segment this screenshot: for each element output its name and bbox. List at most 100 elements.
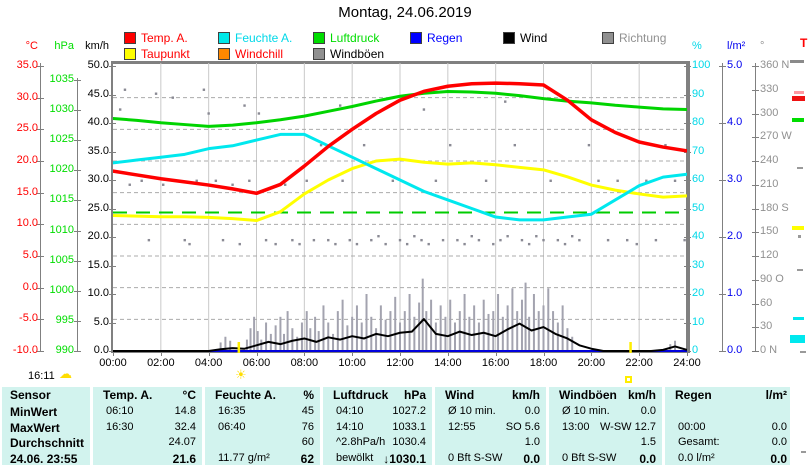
y-tick-label-temp: 25.0 [16, 122, 38, 134]
table-cell-value: W-SW 12.7 [599, 420, 656, 433]
x-tick [543, 352, 545, 356]
axis-tick [37, 161, 44, 162]
axis-tick [752, 66, 759, 67]
table-cell-value: 1.0 [524, 436, 540, 448]
axis-unit-wind: km/h [85, 40, 109, 52]
axis-unit-temp: °C [25, 40, 38, 52]
axis-tick [719, 66, 726, 67]
table-cell-desc: 0 Bft S-SW [448, 451, 503, 464]
table-col-unit: km/h [511, 388, 540, 402]
y-tick-label-rain: 2.0 [727, 230, 743, 242]
y-tick-label-temp: 0.0 [22, 281, 38, 293]
legend-swatch-temp-a [124, 32, 136, 44]
x-tick-label: 14:00 [434, 357, 462, 369]
axis-tick [752, 114, 759, 115]
axis-tick [752, 137, 759, 138]
table-cell-value: 0.0 [639, 451, 656, 465]
axis-tick [74, 261, 81, 262]
table-right-separator [790, 387, 793, 465]
y-tick-label-direction: 300 [760, 107, 779, 119]
axis-unit-pressure: hPa [54, 40, 74, 52]
table-cell-desc: bewölkt [336, 451, 374, 464]
axis-tick [752, 304, 759, 305]
table-cell-desc: 00:00 [678, 420, 706, 433]
y-tick-label-pressure: 1020 [49, 163, 74, 175]
table-col-header: Wind [445, 388, 475, 402]
value-marker [800, 351, 806, 353]
y-tick-label-wind: 5.0 [93, 316, 109, 328]
table-cell-value: 21.6 [172, 451, 196, 465]
axis-line [77, 78, 78, 352]
table-cell-desc: 06:10 [106, 405, 134, 417]
table-col-unit: % [303, 388, 314, 402]
y-tick-label-direction: 180 S [760, 202, 789, 214]
axis-tick [74, 200, 81, 201]
legend-swatch-windchill [218, 48, 230, 60]
table-col-regen: Regen l/m² 00:00 0.0 Gesamt: 0.0 0.0 l/m² 0.0 [662, 387, 793, 465]
x-tick [447, 352, 449, 356]
axis-tick [74, 291, 81, 292]
legend-swatch-luftdruck [313, 32, 325, 44]
x-tick-label: 10:00 [338, 357, 366, 369]
axis-unit-direction: ° [760, 40, 765, 52]
axis-tick [37, 66, 44, 67]
axis-tick [109, 266, 116, 267]
x-tick [639, 352, 641, 356]
y-tick-label-wind: 50.0 [87, 59, 109, 71]
value-marker [798, 235, 801, 238]
y-tick-label-wind: 45.0 [87, 88, 109, 100]
legend-label-richtung: Richtung [619, 31, 667, 45]
axis-tick [37, 224, 44, 225]
y-tick-label-wind: 10.0 [87, 287, 109, 299]
axis-tick [752, 327, 759, 328]
table-cell-value: 45 [301, 405, 314, 417]
table-col-unit: hPa [403, 388, 426, 402]
table-cell-value: 24.07 [168, 436, 196, 448]
table-cell-desc: 16:35 [218, 405, 246, 417]
axis-tick [109, 180, 116, 181]
y-tick-label-humidity: 80 [692, 116, 705, 128]
axis-tick [684, 209, 691, 210]
y-tick-label-pressure: 1035 [49, 73, 74, 85]
table-cell-value: 76 [301, 420, 314, 433]
table-cell-desc: 0.0 l/m² [678, 451, 715, 464]
axis-tick [74, 80, 81, 81]
x-tick [208, 352, 210, 356]
table-cell-desc: Ø 10 min. [448, 405, 496, 417]
axis-tick [74, 231, 81, 232]
axis-tick [752, 209, 759, 210]
table-cell-desc: 0 Bft S-SW [562, 451, 617, 464]
axis-tick [752, 232, 759, 233]
y-tick-label-temp: 20.0 [16, 154, 38, 166]
y-tick-label-direction: 240 [760, 154, 779, 166]
y-tick-label-direction: 270 W [760, 130, 792, 142]
axis-line [755, 63, 756, 352]
table-cell-value: ↓1030.1 [383, 451, 426, 465]
axis-tick [684, 237, 691, 238]
weather-plot [113, 63, 687, 353]
y-tick-label-temp: 10.0 [16, 217, 38, 229]
y-tick-label-wind: 20.0 [87, 230, 109, 242]
axis-tick [684, 95, 691, 96]
x-tick [304, 352, 306, 356]
table-cell-value: 0.0 [640, 405, 656, 417]
y-tick-label-pressure: 1010 [49, 224, 74, 236]
axis-tick [37, 129, 44, 130]
axis-tick [684, 351, 691, 352]
legend-swatch-wind [503, 32, 515, 44]
table-cell-value: 1030.4 [392, 436, 426, 448]
x-tick [687, 352, 688, 356]
x-tick-label: 22:00 [625, 357, 653, 369]
value-marker [790, 60, 804, 63]
axis-tick [37, 351, 44, 352]
axis-tick [109, 209, 116, 210]
table-cell-desc: Gesamt: [678, 436, 720, 448]
summary-table: Sensor MinWert MaxWert Durchschnitt 24.06. 2… [2, 386, 793, 465]
table-cell-value: 1027.2 [392, 405, 426, 417]
y-tick-label-direction: 60 [760, 297, 773, 309]
x-tick-label: 18:00 [529, 357, 558, 369]
y-tick-label-temp: 15.0 [16, 186, 38, 198]
y-tick-label-humidity: 70 [692, 145, 705, 157]
legend-label-temp-a: Temp. A. [141, 31, 188, 45]
x-tick [591, 352, 593, 356]
